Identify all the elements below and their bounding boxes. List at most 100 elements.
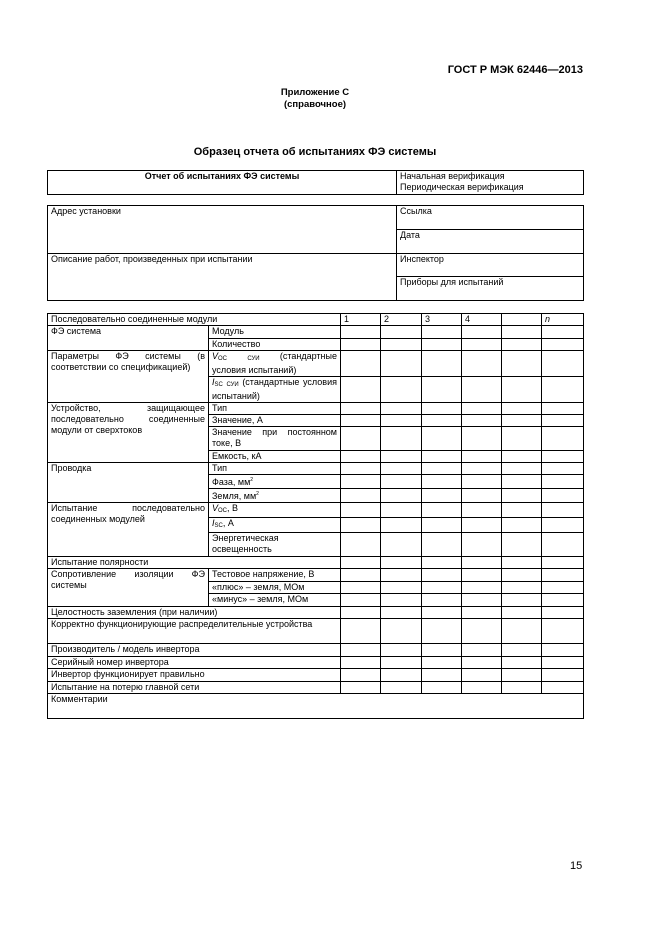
- value-cell[interactable]: [461, 414, 502, 427]
- value-cell[interactable]: [501, 426, 542, 451]
- value-cell[interactable]: [340, 488, 381, 503]
- value-cell[interactable]: [380, 656, 422, 669]
- value-cell[interactable]: [541, 581, 584, 594]
- value-cell[interactable]: [380, 414, 422, 427]
- value-cell[interactable]: [421, 325, 462, 339]
- value-cell[interactable]: [461, 488, 502, 503]
- value-cell[interactable]: [461, 593, 502, 607]
- value-cell[interactable]: [541, 618, 584, 644]
- value-cell[interactable]: [340, 376, 381, 403]
- value-cell[interactable]: [541, 593, 584, 607]
- value-cell[interactable]: [461, 556, 502, 569]
- instruments-field[interactable]: Приборы для испытаний: [396, 276, 584, 301]
- value-cell[interactable]: [340, 643, 381, 657]
- inspector-field[interactable]: Инспектор: [396, 253, 584, 277]
- value-cell[interactable]: [421, 556, 462, 569]
- value-cell[interactable]: [461, 376, 502, 403]
- value-cell[interactable]: [501, 593, 542, 607]
- value-cell[interactable]: [461, 502, 502, 518]
- value-cell[interactable]: [421, 350, 462, 377]
- value-cell[interactable]: [501, 668, 542, 682]
- value-cell[interactable]: [380, 402, 422, 415]
- value-cell[interactable]: [340, 606, 381, 619]
- value-cell[interactable]: [380, 593, 422, 607]
- value-cell[interactable]: [541, 350, 584, 377]
- value-cell[interactable]: [461, 668, 502, 682]
- value-cell[interactable]: [380, 462, 422, 475]
- value-cell[interactable]: [380, 338, 422, 351]
- value-cell[interactable]: [541, 668, 584, 682]
- value-cell[interactable]: [421, 681, 462, 694]
- value-cell[interactable]: [340, 556, 381, 569]
- date-field[interactable]: Дата: [396, 229, 584, 254]
- value-cell[interactable]: [421, 593, 462, 607]
- value-cell[interactable]: [340, 581, 381, 594]
- value-cell[interactable]: [380, 350, 422, 377]
- value-cell[interactable]: [340, 426, 381, 451]
- value-cell[interactable]: [501, 556, 542, 569]
- value-cell[interactable]: [421, 474, 462, 489]
- value-cell[interactable]: [340, 338, 381, 351]
- value-cell[interactable]: [421, 402, 462, 415]
- value-cell[interactable]: [421, 376, 462, 403]
- value-cell[interactable]: [541, 414, 584, 427]
- value-cell[interactable]: [340, 656, 381, 669]
- work-description-field[interactable]: Описание работ, произведенных при испыта…: [47, 253, 397, 301]
- value-cell[interactable]: [501, 338, 542, 351]
- comments-field[interactable]: Комментарии: [47, 693, 584, 719]
- value-cell[interactable]: [380, 606, 422, 619]
- value-cell[interactable]: [421, 532, 462, 557]
- value-cell[interactable]: [461, 656, 502, 669]
- value-cell[interactable]: [380, 568, 422, 582]
- value-cell[interactable]: [340, 450, 381, 463]
- value-cell[interactable]: [461, 402, 502, 415]
- value-cell[interactable]: [380, 532, 422, 557]
- value-cell[interactable]: [501, 502, 542, 518]
- value-cell[interactable]: [541, 325, 584, 339]
- value-cell[interactable]: [501, 568, 542, 582]
- value-cell[interactable]: [501, 581, 542, 594]
- value-cell[interactable]: [541, 656, 584, 669]
- value-cell[interactable]: [541, 426, 584, 451]
- value-cell[interactable]: [461, 517, 502, 533]
- value-cell[interactable]: [461, 474, 502, 489]
- value-cell[interactable]: [340, 402, 381, 415]
- value-cell[interactable]: [501, 414, 542, 427]
- value-cell[interactable]: [421, 618, 462, 644]
- value-cell[interactable]: [541, 450, 584, 463]
- value-cell[interactable]: [501, 325, 542, 339]
- value-cell[interactable]: [340, 532, 381, 557]
- value-cell[interactable]: [541, 502, 584, 518]
- value-cell[interactable]: [421, 338, 462, 351]
- value-cell[interactable]: [340, 502, 381, 518]
- value-cell[interactable]: [541, 606, 584, 619]
- value-cell[interactable]: [461, 426, 502, 451]
- value-cell[interactable]: [380, 556, 422, 569]
- value-cell[interactable]: [501, 462, 542, 475]
- value-cell[interactable]: [461, 462, 502, 475]
- value-cell[interactable]: [340, 668, 381, 682]
- value-cell[interactable]: [501, 517, 542, 533]
- value-cell[interactable]: [380, 618, 422, 644]
- value-cell[interactable]: [501, 606, 542, 619]
- value-cell[interactable]: [541, 474, 584, 489]
- value-cell[interactable]: [421, 581, 462, 594]
- value-cell[interactable]: [501, 376, 542, 403]
- value-cell[interactable]: [501, 402, 542, 415]
- value-cell[interactable]: [421, 488, 462, 503]
- value-cell[interactable]: [461, 681, 502, 694]
- value-cell[interactable]: [541, 681, 584, 694]
- value-cell[interactable]: [340, 568, 381, 582]
- value-cell[interactable]: [461, 532, 502, 557]
- value-cell[interactable]: [340, 593, 381, 607]
- value-cell[interactable]: [501, 643, 542, 657]
- value-cell[interactable]: [421, 414, 462, 427]
- value-cell[interactable]: [421, 568, 462, 582]
- value-cell[interactable]: [340, 462, 381, 475]
- value-cell[interactable]: [541, 643, 584, 657]
- value-cell[interactable]: [421, 606, 462, 619]
- value-cell[interactable]: [421, 450, 462, 463]
- reference-field[interactable]: Ссылка: [396, 205, 584, 230]
- value-cell[interactable]: [461, 606, 502, 619]
- value-cell[interactable]: [380, 681, 422, 694]
